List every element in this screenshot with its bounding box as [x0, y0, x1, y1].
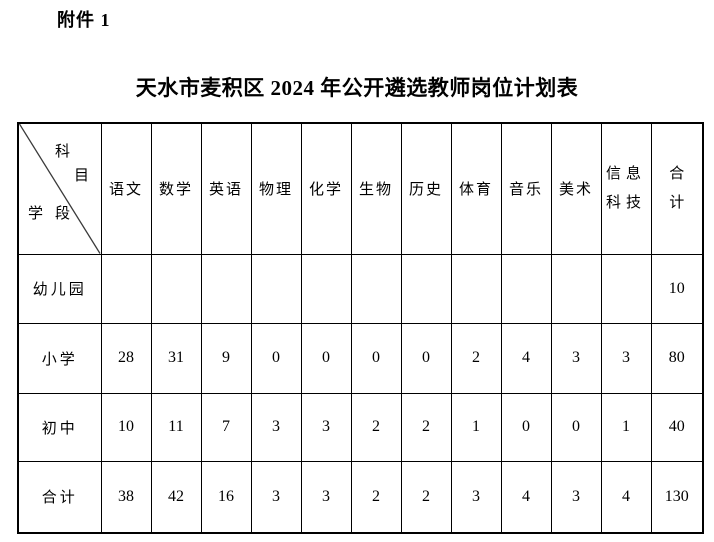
column-header-label: 生物: [358, 182, 393, 199]
data-cell: 3: [450, 460, 502, 534]
column-header-label: 合计: [669, 166, 685, 211]
column-header-chinese: 语文: [100, 122, 152, 255]
diagonal-subject-char-bottom: 目: [74, 168, 90, 184]
data-cell: 0: [300, 322, 352, 394]
diagonal-header-cell: 科 目 学段: [17, 122, 102, 255]
column-header-label: 数学: [158, 182, 193, 199]
row-label: 初中: [17, 392, 102, 462]
data-cell: 4: [600, 460, 652, 534]
data-cell: 10: [100, 392, 152, 462]
position-plan-table: 科 目 学段 语文 数学 英语 物理 化学 生物 历史 体育 音乐 美术 信息科…: [17, 122, 704, 534]
data-cell: 0: [350, 322, 402, 394]
column-header-it: 信息科技: [600, 122, 652, 255]
data-cell: 3: [550, 460, 602, 534]
data-cell: 31: [150, 322, 202, 394]
row-label: 小学: [17, 322, 102, 394]
data-cell: [600, 253, 652, 324]
data-cell: 0: [400, 322, 452, 394]
data-cell: 3: [600, 322, 652, 394]
data-cell: 2: [450, 322, 502, 394]
data-cell: [450, 253, 502, 324]
data-cell: 11: [150, 392, 202, 462]
table-row-primary: 小学 28 31 9 0 0 0 0 2 4 3 3 80: [17, 322, 704, 394]
data-cell: 2: [350, 392, 402, 462]
data-cell: 1: [450, 392, 502, 462]
data-cell-total: 10: [650, 253, 704, 324]
column-header-total: 合计: [650, 122, 704, 255]
data-cell: 2: [400, 392, 452, 462]
data-cell: 9: [200, 322, 252, 394]
data-cell-total: 40: [650, 392, 704, 462]
column-header-english: 英语: [200, 122, 252, 255]
table-row-total: 合计 38 42 16 3 3 2 2 3 4 3 4 130: [17, 460, 704, 534]
data-cell: 3: [250, 460, 302, 534]
column-header-art: 美术: [550, 122, 602, 255]
data-cell: [100, 253, 152, 324]
data-cell: 28: [100, 322, 152, 394]
data-cell: 4: [500, 322, 552, 394]
data-cell: 4: [500, 460, 552, 534]
table-row-junior-high: 初中 10 11 7 3 3 2 2 1 0 0 1 40: [17, 392, 704, 462]
data-cell: [550, 253, 602, 324]
data-cell: [400, 253, 452, 324]
data-cell-total: 80: [650, 322, 704, 394]
column-header-label: 美术: [558, 182, 593, 199]
column-header-label: 物理: [258, 182, 293, 199]
diagonal-stage-label: 学段: [28, 206, 83, 222]
data-cell: 2: [400, 460, 452, 534]
table-row-kindergarten: 幼儿园 10: [17, 253, 704, 324]
data-cell: 0: [550, 392, 602, 462]
data-cell: 42: [150, 460, 202, 534]
data-cell: [350, 253, 402, 324]
column-header-music: 音乐: [500, 122, 552, 255]
data-cell: 3: [300, 392, 352, 462]
column-header-physics: 物理: [250, 122, 302, 255]
data-cell: 3: [250, 392, 302, 462]
column-header-pe: 体育: [450, 122, 502, 255]
page-title: 天水市麦积区 2024 年公开遴选教师岗位计划表: [135, 76, 579, 100]
data-cell: [300, 253, 352, 324]
diagonal-line: [19, 124, 100, 253]
column-header-label: 语文: [108, 182, 143, 199]
data-cell: 7: [200, 392, 252, 462]
column-header-label: 信息科技: [605, 166, 646, 211]
attachment-label: 附件 1: [57, 10, 111, 30]
data-cell: 38: [100, 460, 152, 534]
column-header-label: 体育: [458, 182, 493, 199]
data-cell: 0: [250, 322, 302, 394]
data-cell: 3: [300, 460, 352, 534]
column-header-label: 历史: [408, 182, 443, 199]
column-header-history: 历史: [400, 122, 452, 255]
column-header-label: 化学: [308, 182, 343, 199]
column-header-math: 数学: [150, 122, 202, 255]
data-cell: [250, 253, 302, 324]
data-cell-total: 130: [650, 460, 704, 534]
column-header-chemistry: 化学: [300, 122, 352, 255]
column-header-label: 音乐: [508, 182, 543, 199]
data-cell: [200, 253, 252, 324]
data-cell: 2: [350, 460, 402, 534]
row-label: 幼儿园: [17, 253, 102, 324]
column-header-biology: 生物: [350, 122, 402, 255]
data-cell: [500, 253, 552, 324]
data-cell: 1: [600, 392, 652, 462]
diagonal-subject-char-top: 科: [55, 144, 71, 160]
row-label: 合计: [17, 460, 102, 534]
header-row: 科 目 学段 语文 数学 英语 物理 化学 生物 历史 体育 音乐 美术 信息科…: [17, 122, 704, 255]
data-cell: 16: [200, 460, 252, 534]
column-header-label: 英语: [208, 182, 243, 199]
data-cell: 3: [550, 322, 602, 394]
data-cell: 0: [500, 392, 552, 462]
data-cell: [150, 253, 202, 324]
